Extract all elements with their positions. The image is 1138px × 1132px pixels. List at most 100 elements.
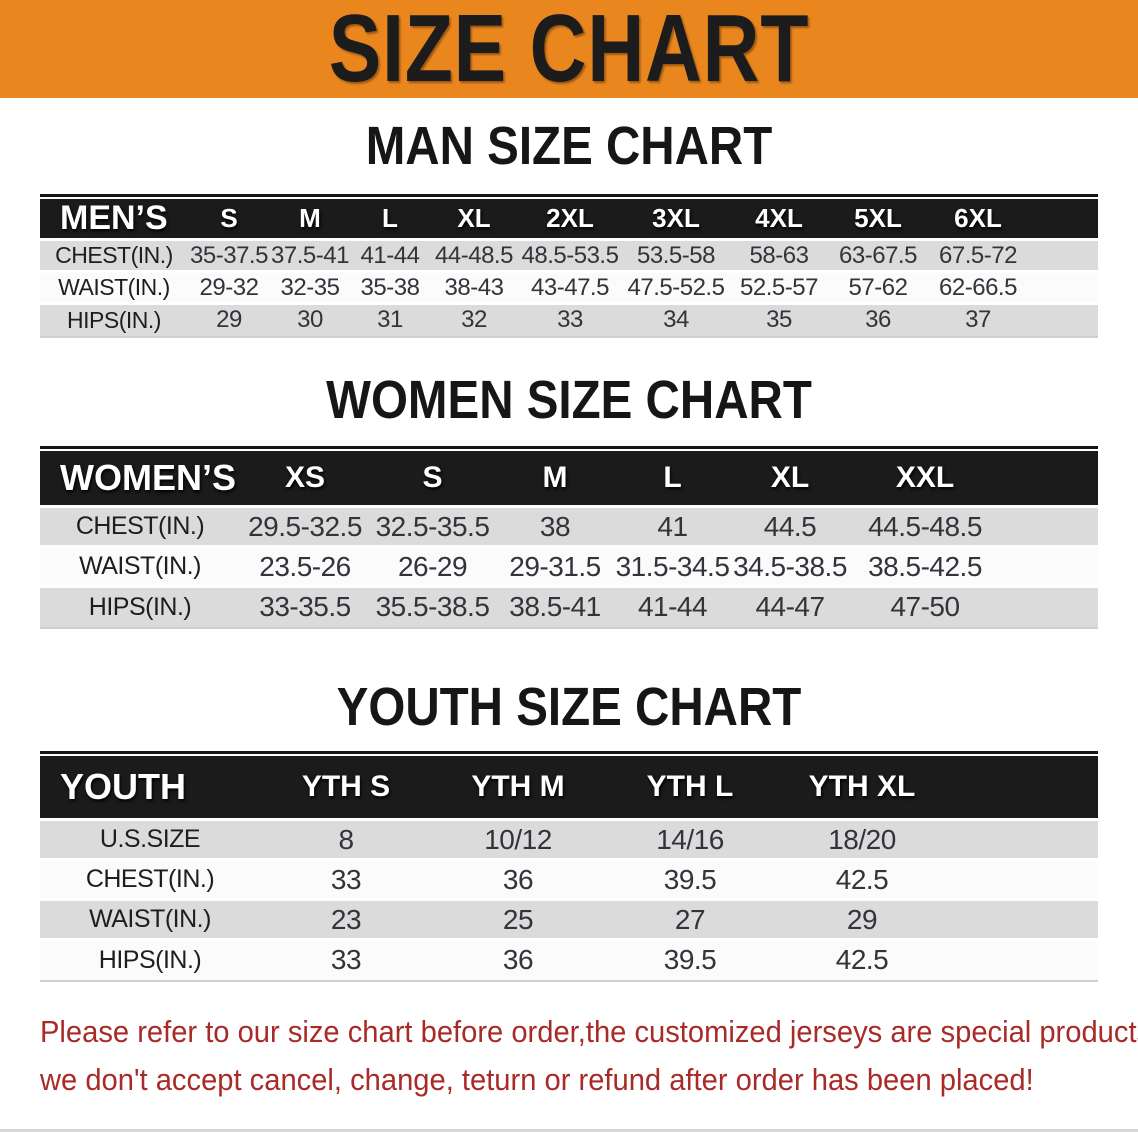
column-header-cell: YTH S [301, 769, 391, 803]
size-value-cell: 44.5 [763, 510, 817, 542]
table-row: WAIST(IN.) 29-32 32-35 35-38 38-43 43-47… [40, 271, 1098, 304]
column-header-cell: YTH M [471, 769, 565, 803]
spacer-cell [948, 860, 1098, 900]
youth-section-heading: YOUTH SIZE CHART [0, 676, 1138, 737]
size-value-cell: 32 [461, 306, 487, 334]
row-label-cell: HIPS(IN.) [98, 945, 202, 974]
youth-size-table-wrap: YOUTH YTH S YTH M YTH L YTH XL U.S.SIZE … [40, 750, 1098, 982]
size-value-cell: 35-38 [360, 273, 420, 301]
size-value-cell: 42.5 [835, 944, 889, 976]
size-value-cell: 14/16 [656, 823, 724, 855]
size-value-cell: 37 [965, 306, 991, 334]
size-value-cell: 67.5-72 [939, 241, 1017, 269]
size-value-cell: 44-47 [755, 591, 825, 623]
size-value-cell: 18/20 [828, 823, 896, 855]
size-value-cell: 41-44 [637, 591, 708, 623]
size-value-cell: 62-66.5 [939, 273, 1017, 301]
column-header-cell: S [422, 460, 443, 494]
mens-header-row: MEN’S S M L XL 2XL 3XL 4XL 5XL 6XL [40, 199, 1098, 240]
column-header-cell: XXL [895, 460, 955, 494]
size-value-cell: 32.5-35.5 [375, 510, 490, 542]
women-section-heading: WOMEN SIZE CHART [0, 369, 1138, 430]
column-header-cell: M [299, 203, 321, 233]
column-header-cell: 2XL [546, 203, 594, 233]
womens-header-row: WOMEN’S XS S M L XL XXL [40, 450, 1098, 507]
size-value-cell: 58-63 [749, 241, 809, 269]
youth-section-heading-text: YOUTH SIZE CHART [336, 676, 802, 737]
spacer-cell [1000, 547, 1098, 587]
size-value-cell: 25 [502, 903, 534, 935]
size-value-cell: 26-29 [397, 550, 468, 582]
size-value-cell: 33 [330, 863, 362, 895]
size-value-cell: 39.5 [663, 944, 717, 976]
spacer-cell [948, 940, 1098, 980]
womens-header-label: WOMEN’S [60, 456, 236, 498]
size-value-cell: 38.5-41 [509, 591, 601, 623]
size-value-cell: 41 [657, 510, 688, 542]
size-value-cell: 63-67.5 [839, 241, 917, 269]
spacer-cell [948, 820, 1098, 860]
size-value-cell: 47.5-52.5 [627, 273, 725, 301]
table-row: CHEST(IN.) 29.5-32.5 32.5-35.5 38 41 44.… [40, 506, 1098, 547]
size-value-cell: 23.5-26 [259, 550, 351, 582]
mens-size-table: MEN’S S M L XL 2XL 3XL 4XL 5XL 6XL CHEST… [40, 199, 1098, 336]
size-value-cell: 43-47.5 [531, 273, 609, 301]
size-value-cell: 29 [846, 903, 878, 935]
size-value-cell: 44-48.5 [435, 241, 513, 269]
row-label-cell: CHEST(IN.) [75, 512, 205, 540]
column-header-cell: L [382, 203, 398, 233]
size-value-cell: 35 [766, 306, 792, 334]
spacer-cell [948, 756, 1098, 820]
row-label-cell: WAIST(IN.) [58, 274, 170, 300]
size-value-cell: 36 [502, 863, 534, 895]
man-section-heading: MAN SIZE CHART [0, 119, 1138, 173]
row-label-cell: CHEST(IN.) [55, 242, 173, 268]
disclaimer-line-1: Please refer to our size chart before or… [40, 1013, 1138, 1049]
size-value-cell: 29-32 [199, 273, 259, 301]
size-chart-banner: SIZE CHART [0, 0, 1138, 98]
womens-size-table-wrap: WOMEN’S XS S M L XL XXL CHEST(IN.) 29.5-… [40, 445, 1098, 629]
size-value-cell: 42.5 [835, 863, 889, 895]
size-value-cell: 31 [377, 306, 403, 334]
size-value-cell: 39.5 [663, 863, 717, 895]
size-value-cell: 53.5-58 [637, 241, 715, 269]
row-label-cell: WAIST(IN.) [89, 905, 211, 933]
table-row: HIPS(IN.) 33 36 39.5 42.5 [40, 939, 1098, 980]
size-value-cell: 29-31.5 [509, 550, 601, 582]
column-header-cell: XS [284, 460, 326, 494]
youth-header-row: YOUTH YTH S YTH M YTH L YTH XL [40, 755, 1098, 820]
size-value-cell: 38-43 [444, 273, 504, 301]
bottom-divider [0, 1129, 1138, 1132]
size-value-cell: 38 [539, 510, 571, 542]
size-value-cell: 37.5-41 [271, 241, 349, 269]
row-label-cell: U.S.SIZE [99, 825, 201, 853]
size-value-cell: 27 [674, 903, 706, 935]
size-value-cell: 36 [865, 306, 891, 334]
size-value-cell: 33 [330, 944, 362, 976]
size-value-cell: 41-44 [360, 241, 420, 269]
size-value-cell: 30 [297, 306, 323, 334]
column-header-cell: 5XL [854, 203, 902, 233]
size-value-cell: 23 [330, 903, 362, 935]
size-value-cell: 52.5-57 [740, 273, 818, 301]
women-section-heading-text: WOMEN SIZE CHART [326, 369, 812, 430]
column-header-cell: 4XL [755, 203, 803, 233]
size-value-cell: 33 [557, 306, 583, 334]
youth-size-table: YOUTH YTH S YTH M YTH L YTH XL U.S.SIZE … [40, 755, 1098, 980]
table-row: HIPS(IN.) 33-35.5 35.5-38.5 38.5-41 41-4… [40, 586, 1098, 627]
youth-header-label: YOUTH [60, 765, 186, 807]
disclaimer-line-2: we don't accept cancel, change, teturn o… [40, 1061, 1034, 1097]
column-header-cell: S [220, 203, 238, 233]
size-value-cell: 31.5-34.5 [615, 550, 730, 582]
size-value-cell: 35.5-38.5 [375, 591, 490, 623]
size-value-cell: 8 [338, 823, 354, 855]
womens-size-table: WOMEN’S XS S M L XL XXL CHEST(IN.) 29.5-… [40, 450, 1098, 627]
table-row: CHEST(IN.) 35-37.5 37.5-41 41-44 44-48.5… [40, 239, 1098, 272]
table-row: CHEST(IN.) 33 36 39.5 42.5 [40, 859, 1098, 900]
column-header-cell: M [542, 460, 568, 494]
size-value-cell: 29.5-32.5 [248, 510, 362, 542]
column-header-cell: YTH XL [808, 769, 916, 803]
size-value-cell: 33-35.5 [259, 591, 351, 623]
table-row: U.S.SIZE 8 10/12 14/16 18/20 [40, 819, 1098, 860]
